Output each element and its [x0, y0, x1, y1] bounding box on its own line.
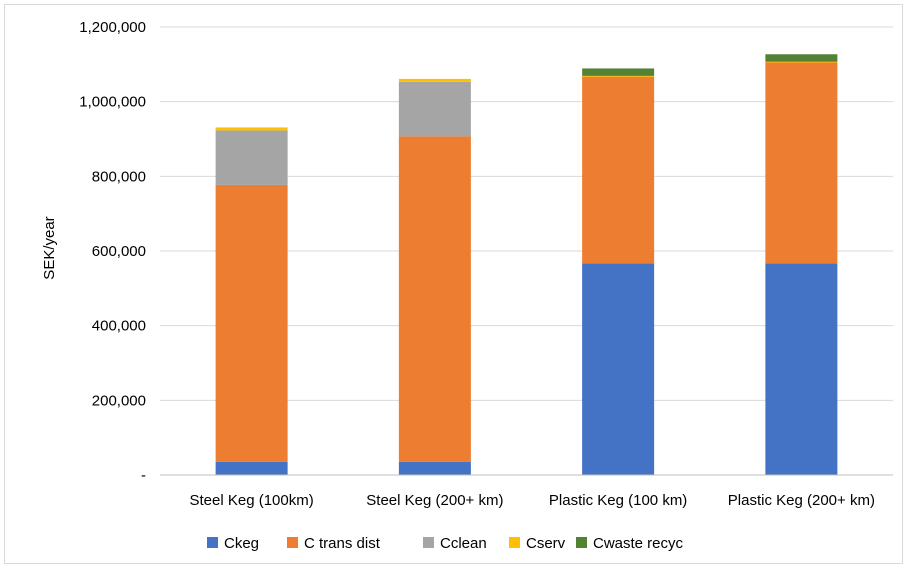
legend-swatch [509, 537, 520, 548]
legend-label: Cserv [526, 535, 566, 552]
legend-label: Cclean [440, 535, 487, 552]
legend-label: Cwaste recyc [593, 535, 684, 552]
legend-swatch [287, 537, 298, 548]
bar-segment-cclean [398, 81, 471, 137]
bar-segment-cserv [582, 75, 655, 77]
bar-segment-cserv [765, 61, 838, 63]
y-tick-label: 400,000 [92, 318, 146, 335]
bar-segment-cwaste-recyc [765, 54, 838, 62]
legend-swatch [423, 537, 434, 548]
legend: Ckeg C trans dist Cclean Cserv Cwaste recyc [207, 535, 684, 552]
x-tick-label: Steel Keg (200+ km) [366, 492, 503, 509]
bar-segment-cwaste-recyc [582, 68, 655, 76]
bar-segment-cserv [398, 78, 471, 82]
legend-label: Ckeg [224, 535, 259, 552]
legend-label: C trans dist [304, 535, 381, 552]
bar-segment-cserv [215, 127, 288, 131]
y-tick-label: - [141, 467, 146, 484]
y-axis-label: SEK/year [41, 216, 58, 279]
axes: - 200,000 400,000 600,000 800,000 1,000,000 1,… [79, 19, 893, 509]
bars [215, 54, 838, 475]
bar-segment-ckeg [765, 263, 838, 475]
bar-segment-c-trans-dist [215, 184, 288, 462]
bar-segment-c-trans-dist [582, 76, 655, 264]
bar-segment-ckeg [215, 461, 288, 475]
bar-segment-ckeg [582, 263, 655, 475]
legend-swatch [576, 537, 587, 548]
bar-segment-c-trans-dist [765, 62, 838, 264]
bar-segment-c-trans-dist [398, 136, 471, 462]
y-tick-label: 1,000,000 [79, 94, 146, 111]
bar-segment-ckeg [398, 461, 471, 475]
bar-segment-cclean [215, 130, 288, 185]
y-tick-label: 600,000 [92, 243, 146, 260]
y-tick-label: 200,000 [92, 392, 146, 409]
x-tick-label: Steel Keg (100km) [190, 492, 314, 509]
legend-swatch [207, 537, 218, 548]
x-tick-label: Plastic Keg (100 km) [549, 492, 687, 509]
y-tick-label: 800,000 [92, 168, 146, 185]
y-tick-label: 1,200,000 [79, 19, 146, 36]
x-tick-label: Plastic Keg (200+ km) [728, 492, 875, 509]
